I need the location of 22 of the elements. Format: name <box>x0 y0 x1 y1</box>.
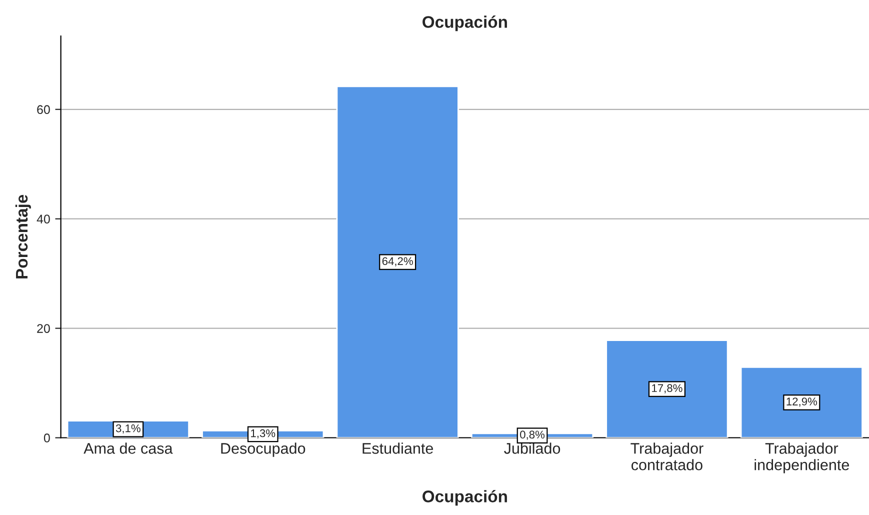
y-tick-label: 60 <box>37 105 50 114</box>
x-tick-label: Trabajador contratado <box>630 442 704 470</box>
data-label: 17,8% <box>652 384 682 394</box>
bar <box>740 366 863 438</box>
bar <box>606 340 728 438</box>
y-tick-label: 20 <box>37 324 50 333</box>
chart-title: Ocupación <box>422 15 507 32</box>
data-label: 3,1% <box>116 424 140 434</box>
data-label: 0,8% <box>520 430 545 440</box>
y-tick-label: 0 <box>44 434 50 442</box>
x-tick-label: Trabajador independiente <box>754 442 849 474</box>
x-tick-label: Desocupado <box>221 442 306 457</box>
y-axis-title: Porcentaje <box>15 194 31 278</box>
x-axis-title: Ocupación <box>422 490 507 506</box>
x-tick-label: Ama de casa <box>84 442 173 454</box>
x-tick-label: Estudiante <box>362 442 433 454</box>
y-tick-label: 40 <box>36 214 50 224</box>
data-label: 1,3% <box>251 429 276 438</box>
data-label: 64,2% <box>382 257 413 266</box>
data-label: 12,9% <box>786 398 818 407</box>
bar <box>336 86 459 438</box>
x-tick-label: Jubilado <box>504 442 560 454</box>
